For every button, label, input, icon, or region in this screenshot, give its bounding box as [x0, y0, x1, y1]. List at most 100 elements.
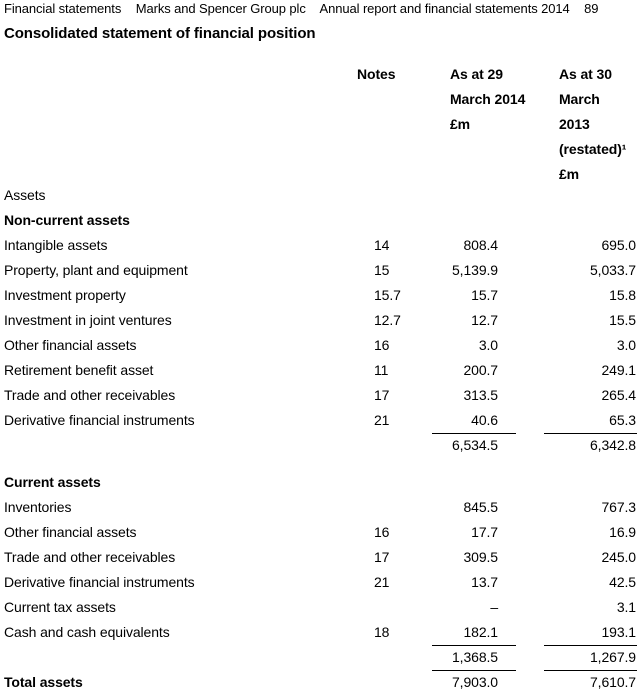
- row-label: Cash and cash equivalents: [4, 624, 170, 640]
- total-assets-label: Total assets: [4, 674, 83, 690]
- header-report: Annual report and financial statements 2…: [319, 1, 570, 16]
- noncurrent-total-row: 6,534.5 6,342.8: [0, 433, 639, 458]
- row-value-2014: 3.0: [478, 337, 498, 353]
- header-company: Marks and Spencer Group plc: [135, 1, 306, 16]
- header-2013-line: £m: [559, 166, 580, 182]
- row-value-2014: 15.7: [471, 287, 498, 303]
- row-note: 17: [374, 549, 390, 565]
- row-label: Derivative financial instruments: [4, 574, 195, 590]
- row-note: 11: [374, 362, 389, 378]
- current-heading-row: Current assets: [0, 470, 639, 495]
- subtotal-rule-2013: [544, 433, 637, 434]
- column-header-2014: As at 29 March 2014 £m: [450, 62, 550, 137]
- header-page-number: 89: [584, 1, 599, 16]
- row-value-2014: 845.5: [463, 499, 498, 515]
- table-row: Trade and other receivables 17 309.5 245…: [0, 545, 639, 570]
- row-label: Property, plant and equipment: [4, 262, 188, 278]
- row-label: Trade and other receivables: [4, 387, 176, 403]
- row-value-2014: 313.5: [463, 387, 498, 403]
- page-title: Consolidated statement of financial posi…: [4, 25, 316, 42]
- row-label: Intangible assets: [4, 237, 108, 253]
- subtotal-rule-2013: [544, 645, 637, 646]
- row-note: 15.7: [374, 287, 401, 303]
- row-note: 17: [374, 387, 390, 403]
- row-label: Retirement benefit asset: [4, 362, 154, 378]
- row-label: Derivative financial instruments: [4, 412, 195, 428]
- row-label: Current tax assets: [4, 599, 116, 615]
- row-value-2013: 3.0: [616, 337, 636, 353]
- table-row: Current tax assets – 3.1: [0, 595, 639, 620]
- current-total-2013: 1,267.9: [589, 649, 636, 665]
- table-row: Other financial assets 16 3.0 3.0: [0, 333, 639, 358]
- row-label: Other financial assets: [4, 524, 137, 540]
- row-value-2013: 265.4: [601, 387, 636, 403]
- header-2013-line: As at 30: [559, 66, 612, 82]
- row-note: 21: [374, 574, 390, 590]
- row-note: 21: [374, 412, 390, 428]
- column-header-notes: Notes: [357, 62, 417, 87]
- row-note: 16: [374, 524, 390, 540]
- header-2014-line: As at 29: [450, 66, 503, 82]
- header-2013-line: (restated)¹: [559, 141, 627, 157]
- table-row: Trade and other receivables 17 313.5 265…: [0, 383, 639, 408]
- total-rule-2014: [432, 670, 516, 671]
- table-row: Other financial assets 16 17.7 16.9: [0, 520, 639, 545]
- assets-heading-row: Assets: [0, 183, 639, 208]
- table-row: Derivative financial instruments 21 40.6…: [0, 408, 639, 433]
- subtotal-rule-2014: [432, 433, 516, 434]
- header-2013-line: 2013: [559, 116, 590, 132]
- row-value-2014: 40.6: [471, 412, 498, 428]
- row-value-2013: 5,033.7: [589, 262, 636, 278]
- row-value-2014: 12.7: [471, 312, 498, 328]
- running-header: Financial statements Marks and Spencer G…: [4, 1, 609, 16]
- row-note: 15: [374, 262, 390, 278]
- row-value-2013: 193.1: [601, 624, 636, 640]
- row-value-2013: 16.9: [609, 524, 636, 540]
- assets-heading: Assets: [4, 187, 46, 203]
- table-row: Derivative financial instruments 21 13.7…: [0, 570, 639, 595]
- total-assets-row: Total assets 7,903.0 7,610.7: [0, 670, 639, 695]
- row-value-2014: 200.7: [463, 362, 498, 378]
- row-value-2014: 17.7: [471, 524, 498, 540]
- noncurrent-total-2013: 6,342.8: [589, 437, 636, 453]
- table-row: Investment property 15.7 15.7 15.8: [0, 283, 639, 308]
- noncurrent-total-2014: 6,534.5: [451, 437, 498, 453]
- row-label: Trade and other receivables: [4, 549, 176, 565]
- row-note: 16: [374, 337, 390, 353]
- header-2013-line: March: [559, 91, 600, 107]
- table-row: Investment in joint ventures 12.7 12.7 1…: [0, 308, 639, 333]
- row-label: Other financial assets: [4, 337, 137, 353]
- header-2014-line: March 2014: [450, 91, 526, 107]
- row-note: 18: [374, 624, 390, 640]
- row-value-2013: 249.1: [601, 362, 636, 378]
- row-value-2013: 42.5: [609, 574, 636, 590]
- column-header-2013: As at 30 March 2013 (restated)¹ £m: [559, 62, 639, 187]
- row-value-2013: 15.8: [609, 287, 636, 303]
- table-row: Retirement benefit asset 11 200.7 249.1: [0, 358, 639, 383]
- subtotal-rule-2014: [432, 645, 516, 646]
- table-row: Intangible assets 14 808.4 695.0: [0, 233, 639, 258]
- total-assets-2013: 7,610.7: [589, 674, 636, 690]
- row-value-2014: 808.4: [463, 237, 498, 253]
- total-rule-2013: [544, 670, 637, 671]
- row-note: 14: [374, 237, 390, 253]
- row-label: Investment property: [4, 287, 126, 303]
- noncurrent-heading: Non-current assets: [4, 212, 130, 228]
- current-total-row: 1,368.5 1,267.9: [0, 645, 639, 670]
- row-label: Inventories: [4, 499, 72, 515]
- row-value-2013: 695.0: [601, 237, 636, 253]
- row-value-2014: –: [490, 599, 498, 615]
- row-value-2013: 767.3: [601, 499, 636, 515]
- header-2014-line: £m: [450, 116, 471, 132]
- row-value-2013: 3.1: [616, 599, 636, 615]
- row-value-2014: 182.1: [463, 624, 498, 640]
- table-row: Cash and cash equivalents 18 182.1 193.1: [0, 620, 639, 645]
- row-value-2014: 13.7: [471, 574, 498, 590]
- row-value-2014: 5,139.9: [451, 262, 498, 278]
- current-total-2014: 1,368.5: [451, 649, 498, 665]
- row-value-2013: 65.3: [609, 412, 636, 428]
- row-value-2013: 15.5: [609, 312, 636, 328]
- row-label: Investment in joint ventures: [4, 312, 172, 328]
- row-note: 12.7: [374, 312, 401, 328]
- table-row: Inventories 845.5 767.3: [0, 495, 639, 520]
